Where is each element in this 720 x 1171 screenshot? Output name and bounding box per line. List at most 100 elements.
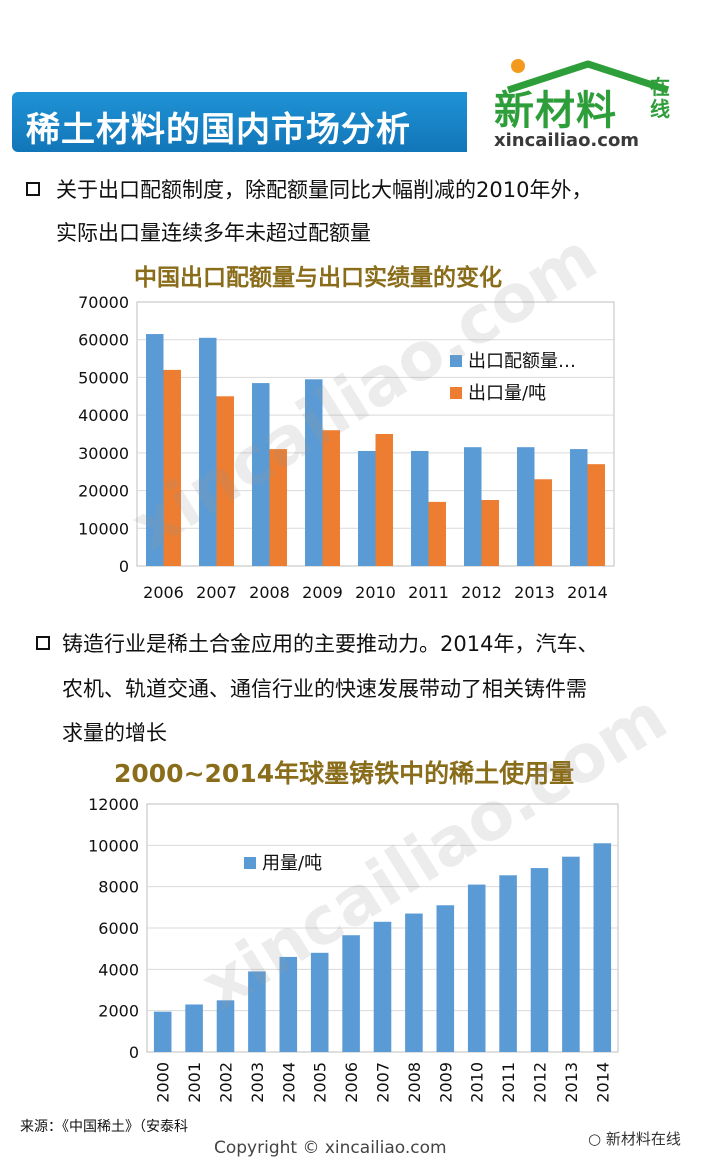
- x-tick-label: 2000: [154, 1062, 173, 1103]
- logo: 新材料 在线 xincailiao.com: [488, 56, 688, 154]
- sun-icon: [511, 59, 525, 73]
- bar-2003: [248, 971, 266, 1052]
- house-roof-icon: [506, 59, 670, 94]
- x-tick-label: 2011: [499, 1062, 518, 1103]
- logo-side-text: 在线: [650, 75, 670, 121]
- legend-label: 出口配额量…: [468, 351, 576, 372]
- x-tick-label: 2008: [405, 1062, 424, 1103]
- legend-swatch: [450, 355, 462, 367]
- x-tick-label: 2012: [531, 1062, 550, 1103]
- x-tick-label: 2007: [196, 583, 237, 602]
- x-tick-label: 2013: [514, 583, 555, 602]
- y-tick-label: 12000: [88, 795, 139, 814]
- bar-series1-2013: [517, 447, 535, 566]
- x-tick-label: 2001: [185, 1062, 204, 1103]
- x-tick-label: 2005: [311, 1062, 330, 1103]
- x-tick-label: 2007: [374, 1062, 393, 1103]
- bar-2001: [185, 1004, 203, 1052]
- bar-series1-2008: [252, 383, 270, 566]
- x-tick-label: 2008: [249, 583, 290, 602]
- bar-2006: [342, 935, 360, 1052]
- y-tick-label: 40000: [78, 406, 129, 425]
- y-tick-label: 10000: [88, 836, 139, 855]
- logo-text: 新材料: [494, 88, 617, 134]
- bar-2011: [499, 875, 517, 1052]
- y-tick-label: 0: [129, 1043, 139, 1062]
- x-tick-label: 2003: [248, 1062, 267, 1103]
- y-tick-label: 0: [119, 557, 129, 576]
- bar-series1-2010: [358, 450, 376, 566]
- x-tick-label: 2009: [302, 583, 343, 602]
- bar-series1-2009: [305, 379, 323, 566]
- bar-series1-2014: [570, 449, 588, 566]
- bar-2002: [216, 1000, 235, 1052]
- bar-series2-2013: [534, 479, 552, 566]
- x-tick-label: 2014: [593, 1062, 612, 1103]
- x-tick-label: 2013: [562, 1062, 581, 1103]
- bar-2013: [562, 856, 580, 1052]
- bullet-text-2-line-2: 农机、轨道交通、通信行业的快速发展带动了相关铸件需: [62, 677, 587, 701]
- bar-2012: [530, 868, 549, 1052]
- legend-label: 用量/吨: [262, 853, 322, 874]
- x-tick-label: 2004: [279, 1062, 298, 1103]
- bullet-text-1-line-1: 关于出口配额制度，除配额量同比大幅削减的2010年外，: [56, 178, 593, 202]
- bullet-square-icon: [36, 636, 50, 650]
- y-tick-label: 6000: [98, 919, 139, 938]
- bar-series2-2012: [481, 500, 499, 566]
- bar-series2-2010: [375, 434, 393, 566]
- bar-series1-2006: [146, 334, 164, 566]
- bar-series2-2009: [322, 430, 340, 566]
- bar-series2-2014: [587, 464, 605, 566]
- x-tick-label: 2006: [143, 583, 184, 602]
- chart-1-title: 中国出口配额量与出口实绩量的变化: [134, 265, 502, 291]
- legend-swatch: [450, 387, 462, 399]
- bar-2005: [310, 952, 329, 1052]
- x-tick-label: 2012: [461, 583, 502, 602]
- bar-2007: [373, 921, 392, 1052]
- x-tick-label: 2010: [468, 1062, 487, 1103]
- y-tick-label: 8000: [98, 878, 139, 897]
- bar-series1-2012: [464, 447, 482, 566]
- header-bar: [12, 92, 467, 152]
- x-tick-label: 2006: [342, 1062, 361, 1103]
- page-title: 稀土材料的国内市场分析: [26, 110, 411, 150]
- legend-label: 出口量/吨: [468, 383, 546, 404]
- bar-2010: [467, 884, 486, 1052]
- bar-series2-2011: [428, 501, 446, 566]
- bar-series2-2007: [216, 396, 234, 566]
- bar-2009: [436, 905, 455, 1052]
- y-tick-label: 10000: [78, 519, 129, 538]
- x-tick-label: 2010: [355, 583, 396, 602]
- wechat-icon: ○: [588, 1130, 602, 1148]
- y-tick-label: 70000: [78, 293, 129, 312]
- bullet-square-icon: [26, 182, 40, 196]
- bar-series2-2006: [163, 369, 181, 566]
- chart-2-title: 2000~2014年球墨铸铁中的稀土使用量: [114, 759, 575, 788]
- bar-series2-2008: [269, 449, 287, 566]
- bullet-text-1-line-2: 实际出口量连续多年未超过配额量: [56, 221, 371, 245]
- y-tick-label: 20000: [78, 482, 129, 501]
- wechat-account: ○ 新材料在线: [588, 1128, 681, 1149]
- x-tick-label: 2014: [567, 583, 608, 602]
- bar-2000: [153, 1011, 172, 1052]
- x-tick-label: 2002: [217, 1062, 236, 1103]
- bar-2014: [593, 843, 612, 1052]
- bar-2004: [279, 956, 298, 1052]
- y-tick-label: 30000: [78, 444, 129, 463]
- bullet-text-2-line-1: 铸造行业是稀土合金应用的主要推动力。2014年，汽车、: [62, 632, 599, 656]
- bar-series1-2007: [199, 337, 217, 566]
- source-note: 来源：《中国稀土》（安泰科: [20, 1119, 188, 1135]
- x-tick-label: 2011: [408, 583, 449, 602]
- y-tick-label: 4000: [98, 960, 139, 979]
- wechat-account-name: 新材料在线: [605, 1130, 681, 1148]
- logo-url: xincailiao.com: [494, 130, 640, 151]
- y-tick-label: 50000: [78, 368, 129, 387]
- y-tick-label: 60000: [78, 331, 129, 350]
- bullet-text-2-line-3: 求量的增长: [62, 721, 167, 745]
- legend-swatch: [244, 857, 256, 869]
- bar-series1-2011: [411, 450, 429, 566]
- y-tick-label: 2000: [98, 1002, 139, 1021]
- bar-2008: [405, 913, 423, 1052]
